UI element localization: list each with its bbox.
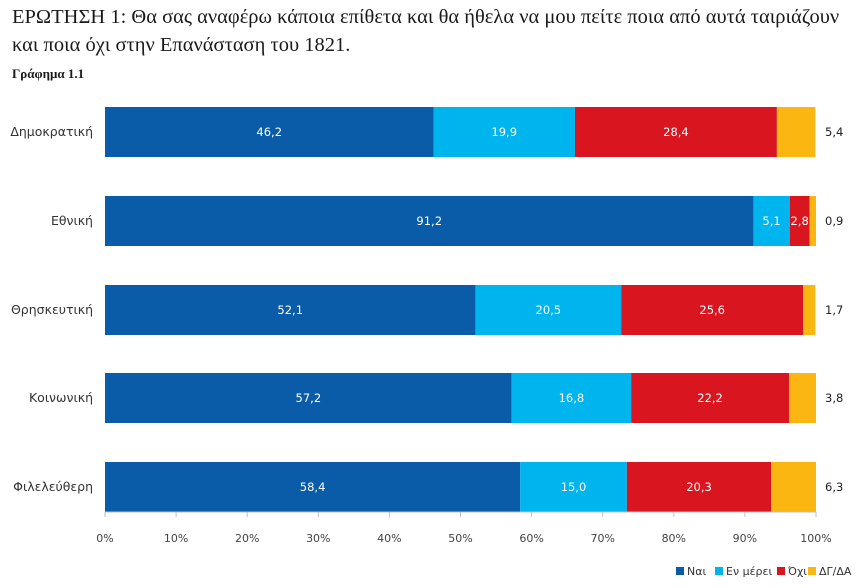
legend-label: Όχι [787,565,807,578]
category-label: Θρησκευτική [11,302,93,317]
bar-segment-όχι [626,462,772,512]
data-label: 28,4 [663,125,689,139]
legend-swatch-δγ-δα [808,567,816,575]
bar-segment-όχι [789,196,810,246]
bar-segment-ναι [105,285,476,335]
data-label: 2,8 [790,214,808,228]
chart-title: ΕΡΩΤΗΣΗ 1: Θα σας αναφέρω κάποια επίθετα… [12,6,840,56]
legend-swatch-εν-μέρει [715,567,723,575]
data-label: 5,4 [825,125,843,139]
bar-segment-ναι [105,196,754,246]
legend-swatch-όχι [777,567,785,575]
legend-swatch-ναι [676,567,684,575]
category-label: Εθνική [51,213,93,228]
bar-segment-ναι [105,373,512,423]
data-label: 46,2 [256,125,282,139]
bar-segment-εν-μέρει [433,107,575,157]
bar-segment-δγ-δα [809,196,816,246]
data-label: 1,7 [825,303,843,317]
x-tick-label: 50% [448,532,472,545]
legend-label: ΔΓ/ΔΑ [819,565,852,578]
data-label: 0,9 [825,214,843,228]
data-label: 5,1 [762,214,780,228]
chart-subtitle: Γράφημα 1.1 [12,66,85,81]
data-label: 16,8 [559,391,585,405]
x-tick-label: 10% [164,532,188,545]
bar-segment-όχι [621,285,804,335]
bar-segment-ναι [105,462,521,512]
x-tick-label: 0% [96,532,113,545]
bar-segment-εν-μέρει [511,373,632,423]
x-tick-label: 90% [733,532,757,545]
data-label: 58,4 [300,480,326,494]
category-label: Δημοκρατική [10,124,93,139]
data-label: 15,0 [561,480,587,494]
x-tick-label: 100% [800,532,831,545]
bar-segment-όχι [574,107,777,157]
bar-segment-όχι [631,373,789,423]
x-tick-label: 30% [306,532,330,545]
category-label: Φιλελεύθερη [13,479,93,494]
x-tick-label: 40% [377,532,401,545]
bar-segment-δγ-δα [803,285,816,335]
data-label: 91,2 [416,214,442,228]
data-label: 22,2 [697,391,723,405]
data-label: 3,8 [825,391,843,405]
bar-segment-δγ-δα [788,373,816,423]
data-label: 20,3 [686,480,712,494]
bar-segment-δγ-δα [771,462,816,512]
data-label: 6,3 [825,480,843,494]
legend-label: Ναι [687,565,706,578]
data-label: 25,6 [699,303,725,317]
bar-segment-δγ-δα [776,107,816,157]
x-tick-label: 80% [662,532,686,545]
x-tick-label: 20% [235,532,259,545]
data-label: 52,1 [277,303,303,317]
x-tick-label: 60% [519,532,543,545]
category-label: Κοινωνική [29,390,93,405]
bar-segment-εν-μέρει [520,462,627,512]
legend-label: Εν μέρει [726,565,772,578]
x-tick-label: 70% [590,532,614,545]
bar-segment-ναι [105,107,434,157]
bar-segment-εν-μέρει [475,285,622,335]
data-label: 19,9 [491,125,517,139]
bar-segment-εν-μέρει [753,196,790,246]
data-label: 20,5 [536,303,562,317]
data-label: 57,2 [296,391,322,405]
